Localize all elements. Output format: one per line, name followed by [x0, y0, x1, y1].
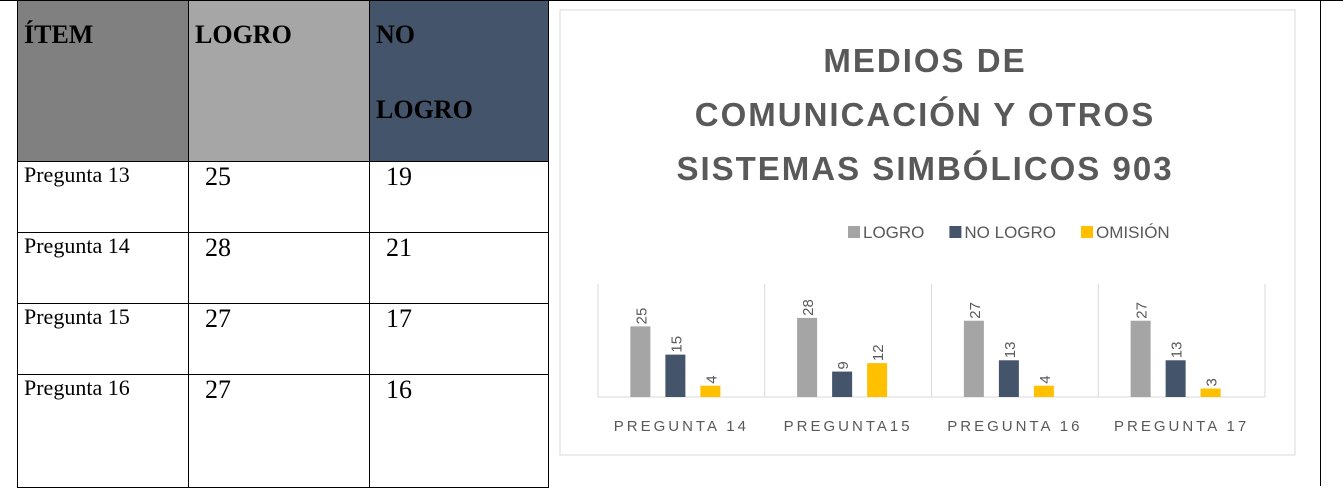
bar — [1200, 388, 1221, 397]
table-cell: 21 — [369, 232, 549, 304]
data-label: 4 — [1037, 375, 1054, 383]
results-table: ÍTEM LOGRO NO LOGRO Pregunta 13 25 19 Pregu… — [17, 0, 549, 488]
table-cell: Pregunta 15 — [17, 303, 189, 375]
bar — [700, 385, 721, 397]
bar — [665, 354, 686, 397]
table-cell: Pregunta 14 — [17, 232, 189, 304]
data-label: 27 — [1134, 302, 1151, 319]
data-label: 13 — [1002, 342, 1019, 359]
legend-label: OMISIÓN — [1096, 223, 1170, 242]
data-label: 3 — [1204, 378, 1221, 386]
header-cell: ÍTEM — [17, 0, 189, 162]
table-cell: 19 — [369, 161, 549, 233]
header-cell: LOGRO — [188, 0, 370, 162]
data-label: 9 — [835, 361, 852, 369]
table-row: Pregunta 15 27 17 — [17, 303, 549, 375]
rule — [0, 0, 1343, 1]
x-tick-label: PREGUNTA15 — [784, 418, 913, 435]
legend-swatch — [848, 226, 860, 238]
bar — [998, 360, 1019, 397]
bar — [963, 320, 984, 397]
title-line: SISTEMAS SIMBÓLICOS 903 — [676, 150, 1173, 187]
bar — [1165, 360, 1186, 397]
data-label: 12 — [870, 344, 887, 361]
bar — [832, 371, 853, 397]
data-label: 4 — [703, 375, 720, 383]
data-label: 15 — [668, 336, 685, 353]
table-row: Pregunta 14 28 21 — [17, 232, 549, 304]
bar — [867, 363, 888, 397]
legend-label: LOGRO — [863, 223, 924, 242]
header-cell: NO LOGRO — [369, 0, 549, 162]
title-line: COMUNICACIÓN Y OTROS — [695, 96, 1155, 133]
legend-swatch — [1081, 226, 1094, 238]
table-cell: Pregunta 16 — [17, 374, 189, 488]
title-line: MEDIOS DE — [823, 42, 1026, 79]
rule — [1320, 0, 1321, 486]
bar — [1130, 320, 1151, 397]
data-label: 27 — [967, 302, 984, 319]
table-cell: 16 — [369, 374, 549, 488]
data-label: 13 — [1169, 342, 1186, 359]
x-tick-label: PREGUNTA 17 — [1114, 418, 1249, 435]
legend-label: NO LOGRO — [964, 223, 1056, 242]
data-label: 25 — [633, 308, 650, 325]
x-tick-label: PREGUNTA 16 — [947, 418, 1082, 435]
table-cell: Pregunta 13 — [17, 161, 189, 233]
legend-swatch — [949, 226, 962, 238]
bar — [797, 317, 818, 397]
table-row: Pregunta 16 27 16 — [17, 374, 549, 488]
bar — [630, 326, 651, 397]
bar — [1033, 385, 1054, 397]
table-row: Pregunta 13 25 19 — [17, 161, 549, 233]
data-label: 28 — [800, 299, 817, 316]
table-cell: 17 — [369, 303, 549, 375]
table-cell: 25 — [188, 161, 370, 233]
x-tick-label: PREGUNTA 14 — [614, 418, 749, 435]
chart-title: MEDIOS DE COMUNICACIÓN Y OTROS SISTEMAS SI… — [676, 42, 1173, 187]
table-cell: 27 — [188, 303, 370, 375]
